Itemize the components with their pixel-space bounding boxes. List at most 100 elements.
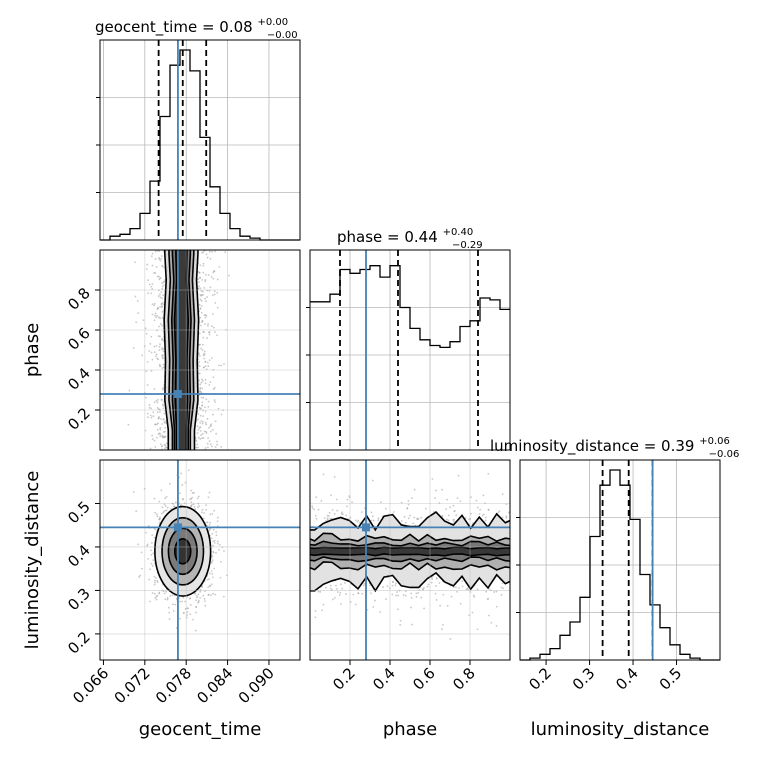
sample-point	[154, 511, 157, 514]
sample-point	[319, 590, 322, 593]
sample-point	[212, 528, 215, 531]
x-tick-label: 0.072	[111, 664, 154, 707]
sample-point	[342, 513, 344, 516]
sample-point	[495, 605, 498, 608]
sample-point	[211, 555, 214, 558]
sample-point	[154, 314, 156, 317]
sample-point	[163, 412, 166, 415]
sample-point	[202, 415, 205, 418]
sample-point	[211, 294, 214, 297]
sample-point	[152, 552, 155, 555]
sample-point	[165, 496, 168, 498]
sample-point	[155, 577, 157, 579]
sample-point	[206, 417, 209, 420]
sample-point	[199, 596, 202, 599]
sample-point	[410, 592, 413, 595]
sample-point	[156, 428, 159, 431]
sample-point	[203, 286, 206, 289]
sample-point	[149, 568, 152, 571]
sample-point	[212, 388, 215, 390]
y-tick-label: 0.3	[64, 585, 94, 615]
sample-point	[159, 277, 162, 280]
sample-point	[216, 542, 219, 545]
sample-point	[395, 594, 398, 597]
sample-point	[151, 288, 154, 290]
sample-point	[204, 378, 207, 381]
sample-point	[146, 361, 149, 363]
panel-2d-geocent_time-phase	[99, 249, 301, 451]
sample-point	[138, 576, 140, 578]
sample-point	[127, 423, 130, 426]
sample-point	[442, 593, 445, 596]
sample-point	[146, 412, 149, 415]
sample-point	[195, 599, 197, 602]
sample-point	[214, 446, 217, 448]
sample-point	[461, 580, 464, 583]
sample-point	[197, 495, 200, 498]
sample-point	[501, 493, 504, 496]
sample-point	[213, 567, 216, 570]
panel-frame	[99, 459, 301, 661]
sample-point	[169, 482, 171, 485]
sample-point	[449, 638, 452, 640]
sample-point	[455, 514, 458, 517]
sample-point	[158, 518, 161, 521]
sample-point	[333, 512, 336, 515]
sample-point	[186, 607, 189, 610]
sample-point	[224, 251, 227, 254]
sample-point	[211, 583, 213, 586]
sample-point	[211, 572, 214, 575]
sample-point	[201, 387, 204, 390]
sample-point	[151, 434, 154, 437]
sample-point	[345, 514, 348, 517]
sample-point	[202, 251, 205, 253]
sample-point	[484, 516, 487, 519]
sample-point	[402, 594, 405, 596]
x-tick-label: 0.078	[152, 664, 195, 707]
sample-point	[205, 423, 208, 426]
sample-point	[453, 510, 456, 513]
sample-point	[156, 436, 158, 439]
sample-point	[206, 442, 209, 445]
sample-point	[198, 271, 201, 274]
sample-point	[205, 253, 208, 256]
sample-point	[132, 491, 135, 493]
sample-point	[446, 604, 449, 607]
sample-point	[215, 440, 218, 443]
sample-point	[150, 285, 153, 288]
sample-point	[447, 519, 450, 522]
sample-point	[191, 504, 193, 506]
sample-point	[417, 518, 420, 521]
sample-point	[162, 250, 165, 253]
sample-point	[210, 276, 213, 278]
sample-point	[161, 445, 163, 448]
sample-point	[326, 514, 329, 517]
sample-point	[191, 491, 194, 494]
sample-point	[208, 529, 211, 532]
sample-point	[169, 595, 172, 597]
sample-point	[396, 608, 399, 611]
sample-point	[213, 399, 216, 401]
panel-body	[310, 472, 510, 640]
y-tick-label: 0.2	[64, 628, 94, 658]
sample-point	[166, 597, 169, 599]
sample-point	[156, 411, 159, 414]
sample-point	[198, 406, 201, 409]
sample-point	[197, 593, 200, 596]
x-tick-label: 0.3	[569, 664, 599, 694]
sample-point	[200, 381, 203, 384]
sample-point	[208, 523, 211, 526]
sample-point	[184, 600, 186, 603]
sample-point	[209, 513, 212, 516]
sample-point	[161, 367, 164, 369]
sample-point	[415, 595, 418, 598]
xlabel-phase: phase	[383, 719, 437, 740]
sample-point	[427, 583, 430, 586]
sample-point	[149, 447, 152, 450]
sample-point	[147, 525, 150, 527]
sample-point	[201, 378, 203, 381]
sample-point	[159, 293, 161, 296]
sample-point	[189, 613, 192, 616]
sample-point	[394, 584, 397, 587]
sample-point	[336, 591, 339, 593]
